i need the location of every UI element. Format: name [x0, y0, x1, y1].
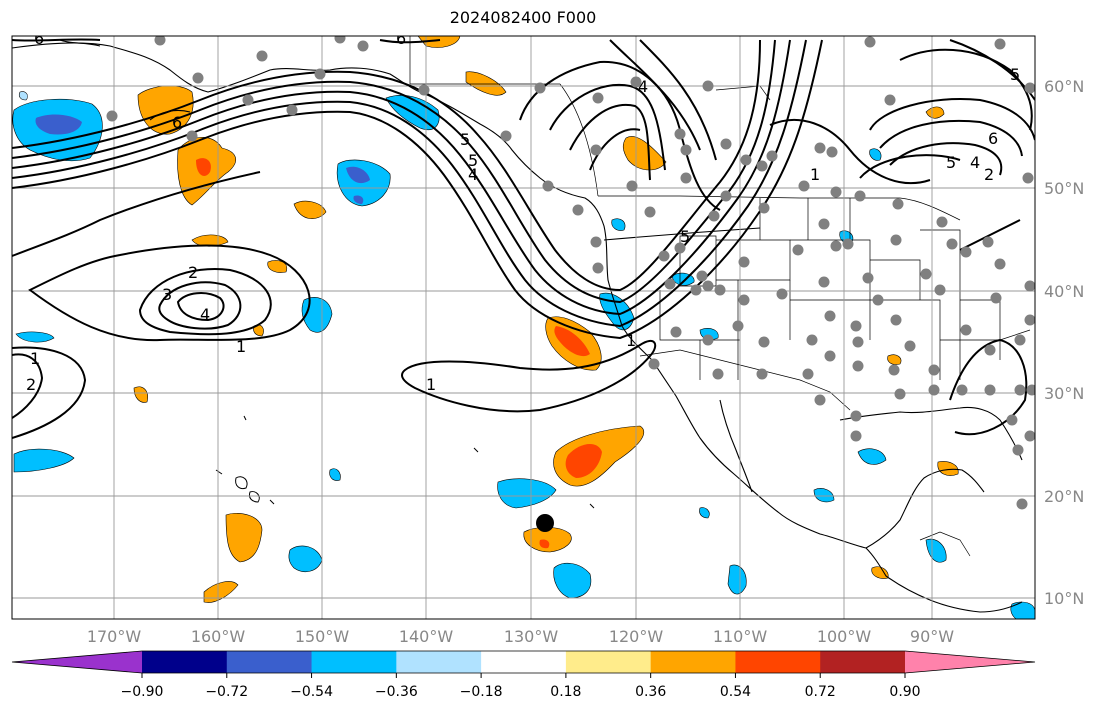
lon-label: 90°W [910, 627, 954, 646]
contour-label: 1 [626, 331, 636, 350]
station-markers [106, 36, 1035, 510]
contour-label: 6 [172, 113, 182, 132]
negative-anomaly-shading [12, 91, 1035, 619]
contour-label: 1 [426, 375, 436, 394]
lon-label: 130°W [504, 627, 559, 646]
lat-label: 40°N [1044, 282, 1084, 301]
lon-label: 140°W [399, 627, 454, 646]
map-frame [11, 35, 1036, 620]
contour-label: 2 [188, 263, 198, 282]
contour-label: 2 [26, 375, 36, 394]
political-borders [409, 36, 1031, 557]
contour-label: 2 [984, 165, 994, 184]
islands [215, 415, 595, 509]
colorbar-segment [565, 651, 652, 673]
colorbar-tick-label: −0.54 [290, 684, 333, 700]
colorbar-segment [820, 651, 906, 673]
colorbar-segment [481, 651, 567, 673]
contour-labels: 6 6 6 4 5 5 4 5 1 1 2 3 4 1 1 2 1 5 6 5 … [26, 29, 1020, 394]
contour-label: 1 [30, 349, 40, 368]
longitude-labels: 170°W 160°W 150°W 140°W 130°W 120°W 110°… [87, 627, 954, 646]
contour-label: 5 [946, 153, 956, 172]
contour-label: 1 [810, 165, 820, 184]
lat-label: 60°N [1044, 77, 1084, 96]
storm-position-marker [536, 514, 554, 532]
contour-lines [12, 38, 1035, 439]
colorbar-segment [735, 651, 821, 673]
map-title: 2024082400 F000 [449, 8, 597, 27]
colorbar-tick-label: 0.18 [550, 684, 581, 700]
contour-label: 1 [236, 337, 246, 356]
lat-label: 30°N [1044, 384, 1084, 403]
contour-label: 4 [638, 77, 648, 96]
lon-label: 170°W [87, 627, 142, 646]
colorbar-tick-label: −0.18 [460, 684, 503, 700]
contour-label: 4 [200, 305, 210, 324]
lon-label: 110°W [713, 627, 768, 646]
colorbar-segment [226, 651, 313, 673]
contour-label: 4 [970, 153, 980, 172]
contour-label: 6 [34, 29, 44, 48]
contour-label: 3 [162, 285, 172, 304]
lon-label: 120°W [609, 627, 664, 646]
colorbar-tick-label: 0.36 [635, 684, 666, 700]
colorbar-extend-high [905, 651, 1035, 673]
colorbar-tick-label: −0.90 [121, 684, 164, 700]
colorbar-tick-label: −0.72 [205, 684, 248, 700]
contour-label: 6 [396, 29, 406, 48]
lat-label: 50°N [1044, 179, 1084, 198]
contour-label: 4 [468, 165, 478, 184]
colorbar-tick-label: 0.90 [889, 684, 920, 700]
colorbar-extend-low [12, 651, 142, 673]
lon-label: 160°W [191, 627, 246, 646]
colorbar-tick-label: 0.54 [720, 684, 751, 700]
colorbar: −0.90 −0.72 −0.54 −0.36 −0.18 0.18 0.36 0.54 0.7… [11, 650, 1036, 700]
latitude-labels: 60°N 50°N 40°N 30°N 20°N 10°N [1044, 77, 1084, 608]
contour-label: 5 [1010, 65, 1020, 84]
contour-label: 5 [468, 151, 478, 170]
colorbar-segment [396, 651, 482, 673]
lat-label: 10°N [1044, 589, 1084, 608]
colorbar-tick-label: −0.36 [375, 684, 418, 700]
contour-label: 6 [988, 129, 998, 148]
lat-label: 20°N [1044, 487, 1084, 506]
coastlines [12, 39, 1023, 613]
lon-label: 150°W [295, 627, 350, 646]
lon-label: 100°W [817, 627, 872, 646]
colorbar-segment [142, 651, 228, 673]
contour-label: 5 [680, 227, 690, 246]
colorbar-segment [311, 651, 397, 673]
contour-label: 5 [460, 130, 470, 149]
colorbar-tick-label: 0.72 [805, 684, 836, 700]
colorbar-segment [650, 651, 736, 673]
